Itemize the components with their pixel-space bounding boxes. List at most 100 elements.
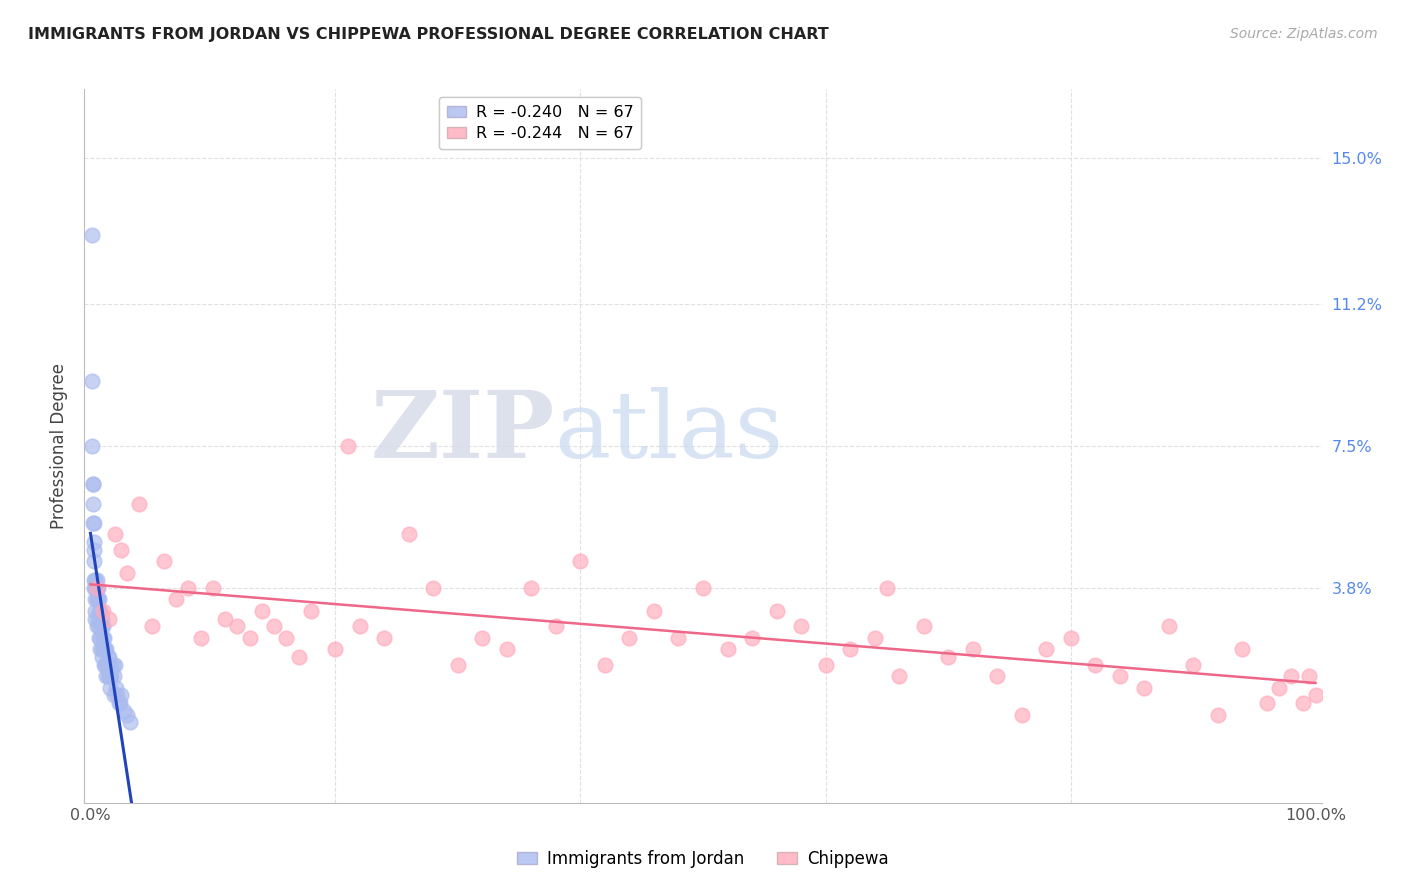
Point xyxy=(103,689,125,703)
Point xyxy=(496,642,519,657)
Point xyxy=(104,527,127,541)
Point xyxy=(1011,707,1033,722)
Point xyxy=(97,669,120,683)
Point xyxy=(239,631,262,645)
Point xyxy=(863,631,886,645)
Point xyxy=(86,574,108,588)
Point xyxy=(1108,669,1130,683)
Point xyxy=(84,604,107,618)
Point xyxy=(103,669,125,683)
Point xyxy=(93,657,115,672)
Point xyxy=(765,604,787,618)
Point xyxy=(83,542,105,557)
Point xyxy=(84,612,107,626)
Point xyxy=(82,477,104,491)
Point xyxy=(93,631,115,645)
Point xyxy=(82,497,104,511)
Point xyxy=(912,619,935,633)
Point xyxy=(90,650,112,665)
Point xyxy=(287,650,309,665)
Point xyxy=(790,619,813,633)
Point xyxy=(1305,689,1327,703)
Point xyxy=(91,604,114,618)
Point xyxy=(82,516,104,530)
Point xyxy=(98,669,121,683)
Point xyxy=(101,657,124,672)
Point xyxy=(80,439,103,453)
Point xyxy=(83,574,105,588)
Point xyxy=(83,581,105,595)
Point xyxy=(214,612,236,626)
Point xyxy=(84,581,107,595)
Point xyxy=(89,604,111,618)
Point xyxy=(1256,696,1278,710)
Point xyxy=(91,631,114,645)
Point xyxy=(643,604,665,618)
Point xyxy=(100,669,122,683)
Point xyxy=(1292,696,1315,710)
Point xyxy=(201,581,224,595)
Point xyxy=(422,581,444,595)
Point xyxy=(1206,707,1229,722)
Point xyxy=(250,604,273,618)
Point xyxy=(87,604,110,618)
Point xyxy=(115,566,138,580)
Point xyxy=(82,477,104,491)
Point xyxy=(89,642,111,657)
Point xyxy=(97,650,120,665)
Point xyxy=(98,657,121,672)
Point xyxy=(89,631,111,645)
Point xyxy=(87,592,110,607)
Point xyxy=(1084,657,1107,672)
Point xyxy=(153,554,176,568)
Point xyxy=(86,581,108,595)
Point xyxy=(87,592,110,607)
Point xyxy=(1268,681,1291,695)
Point xyxy=(107,696,129,710)
Point xyxy=(1230,642,1253,657)
Point xyxy=(398,527,420,541)
Legend: Immigrants from Jordan, Chippewa: Immigrants from Jordan, Chippewa xyxy=(510,844,896,875)
Point xyxy=(90,642,112,657)
Point xyxy=(1133,681,1156,695)
Point xyxy=(83,516,105,530)
Point xyxy=(1035,642,1057,657)
Point xyxy=(1059,631,1081,645)
Point xyxy=(96,657,118,672)
Point xyxy=(190,631,212,645)
Point xyxy=(98,681,121,695)
Point xyxy=(110,542,132,557)
Point xyxy=(104,657,127,672)
Point xyxy=(80,374,103,388)
Point xyxy=(520,581,543,595)
Point xyxy=(1157,619,1180,633)
Point xyxy=(91,642,114,657)
Point xyxy=(887,669,910,683)
Point xyxy=(84,592,107,607)
Point xyxy=(87,581,110,595)
Point xyxy=(108,696,131,710)
Text: Source: ZipAtlas.com: Source: ZipAtlas.com xyxy=(1230,27,1378,41)
Point xyxy=(299,604,322,618)
Point xyxy=(839,642,862,657)
Point xyxy=(112,704,135,718)
Point xyxy=(93,642,115,657)
Point xyxy=(86,619,108,633)
Point xyxy=(593,657,616,672)
Point xyxy=(96,642,118,657)
Text: ZIP: ZIP xyxy=(370,387,554,476)
Point xyxy=(263,619,285,633)
Point xyxy=(97,669,120,683)
Point xyxy=(141,619,163,633)
Y-axis label: Professional Degree: Professional Degree xyxy=(51,363,69,529)
Point xyxy=(373,631,395,645)
Point xyxy=(569,554,592,568)
Point xyxy=(90,612,112,626)
Point xyxy=(544,619,567,633)
Point xyxy=(86,581,108,595)
Point xyxy=(115,707,138,722)
Point xyxy=(349,619,371,633)
Point xyxy=(105,681,128,695)
Point xyxy=(110,689,132,703)
Text: IMMIGRANTS FROM JORDAN VS CHIPPEWA PROFESSIONAL DEGREE CORRELATION CHART: IMMIGRANTS FROM JORDAN VS CHIPPEWA PROFE… xyxy=(28,27,830,42)
